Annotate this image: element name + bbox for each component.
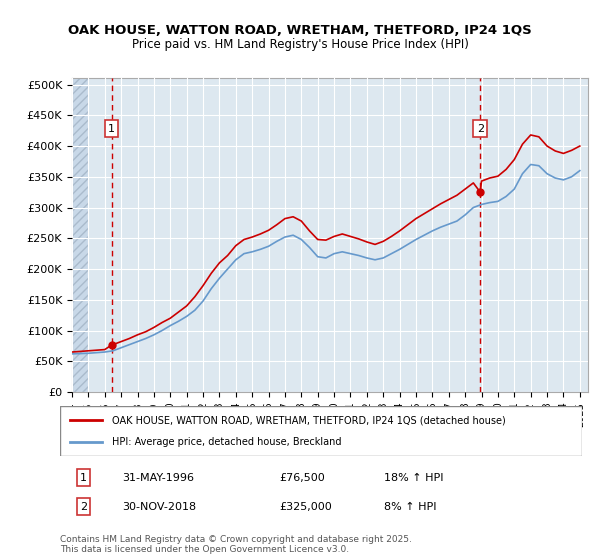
Text: £325,000: £325,000 [279, 502, 332, 512]
Text: 2: 2 [476, 124, 484, 134]
Text: 31-MAY-1996: 31-MAY-1996 [122, 473, 194, 483]
FancyBboxPatch shape [60, 406, 582, 456]
Text: OAK HOUSE, WATTON ROAD, WRETHAM, THETFORD, IP24 1QS (detached house): OAK HOUSE, WATTON ROAD, WRETHAM, THETFOR… [112, 415, 506, 425]
Text: Contains HM Land Registry data © Crown copyright and database right 2025.
This d: Contains HM Land Registry data © Crown c… [60, 535, 412, 554]
Text: OAK HOUSE, WATTON ROAD, WRETHAM, THETFORD, IP24 1QS: OAK HOUSE, WATTON ROAD, WRETHAM, THETFOR… [68, 24, 532, 38]
Bar [72, 78, 88, 392]
Text: Price paid vs. HM Land Registry's House Price Index (HPI): Price paid vs. HM Land Registry's House … [131, 38, 469, 52]
Text: 18% ↑ HPI: 18% ↑ HPI [383, 473, 443, 483]
Bar [72, 78, 88, 392]
Text: 2: 2 [80, 502, 87, 512]
Text: HPI: Average price, detached house, Breckland: HPI: Average price, detached house, Brec… [112, 437, 342, 447]
Text: 1: 1 [80, 473, 87, 483]
Text: 1: 1 [108, 124, 115, 134]
Text: £76,500: £76,500 [279, 473, 325, 483]
Text: 30-NOV-2018: 30-NOV-2018 [122, 502, 197, 512]
Text: 8% ↑ HPI: 8% ↑ HPI [383, 502, 436, 512]
